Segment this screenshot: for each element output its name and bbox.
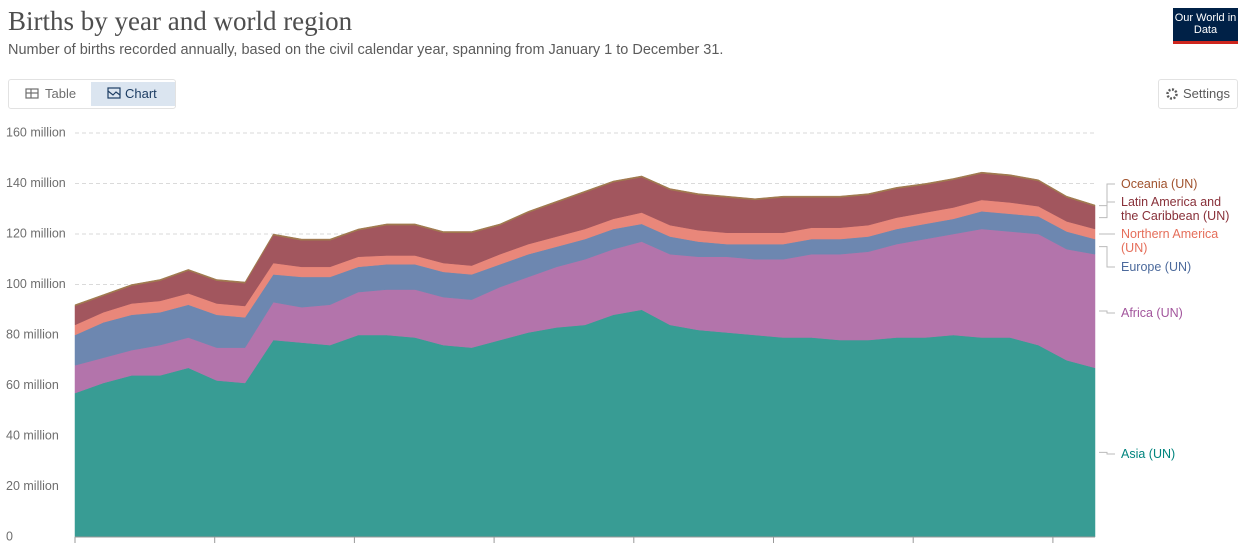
y-tick-label: 100 million — [6, 277, 66, 291]
y-tick-label: 120 million — [6, 226, 66, 240]
y-tick-label: 0 — [6, 529, 13, 543]
y-tick-label: 20 million — [6, 479, 59, 493]
table-tab[interactable]: Table — [45, 86, 77, 101]
settings-button[interactable]: Settings — [1158, 79, 1238, 109]
legend-label[interactable]: Latin America and the Caribbean (UN) — [1121, 195, 1230, 223]
legend-label[interactable]: Africa (UN) — [1121, 306, 1183, 320]
legend-connector — [1099, 183, 1115, 207]
logo[interactable]: Our World in Data — [1173, 8, 1238, 44]
y-tick-label: 60 million — [6, 378, 59, 392]
legend-label[interactable]: Europe (UN) — [1121, 260, 1192, 274]
area — [74, 171, 1096, 307]
legend-label[interactable]: Oceania (UN) — [1121, 177, 1198, 191]
legend-label[interactable]: Northern America (UN) — [1121, 227, 1219, 255]
y-tick-label: 80 million — [6, 327, 59, 341]
y-tick-label: 40 million — [6, 428, 59, 442]
y-tick-label: 140 million — [6, 176, 66, 190]
legend-connector — [1099, 246, 1115, 268]
legend-label[interactable]: Asia (UN) — [1121, 447, 1176, 461]
chart-tab[interactable]: Chart — [91, 82, 175, 106]
tab-icons — [25, 87, 121, 99]
legend-connector — [1099, 201, 1115, 219]
legend-connector — [1099, 451, 1115, 455]
legend-connector — [1099, 310, 1115, 314]
chart-title: Births by year and world region — [8, 6, 353, 36]
view-tabs: Table Chart — [8, 79, 176, 109]
chart-subtitle: Number of births recorded annually, base… — [8, 42, 724, 58]
y-tick-label: 160 million — [6, 125, 66, 139]
